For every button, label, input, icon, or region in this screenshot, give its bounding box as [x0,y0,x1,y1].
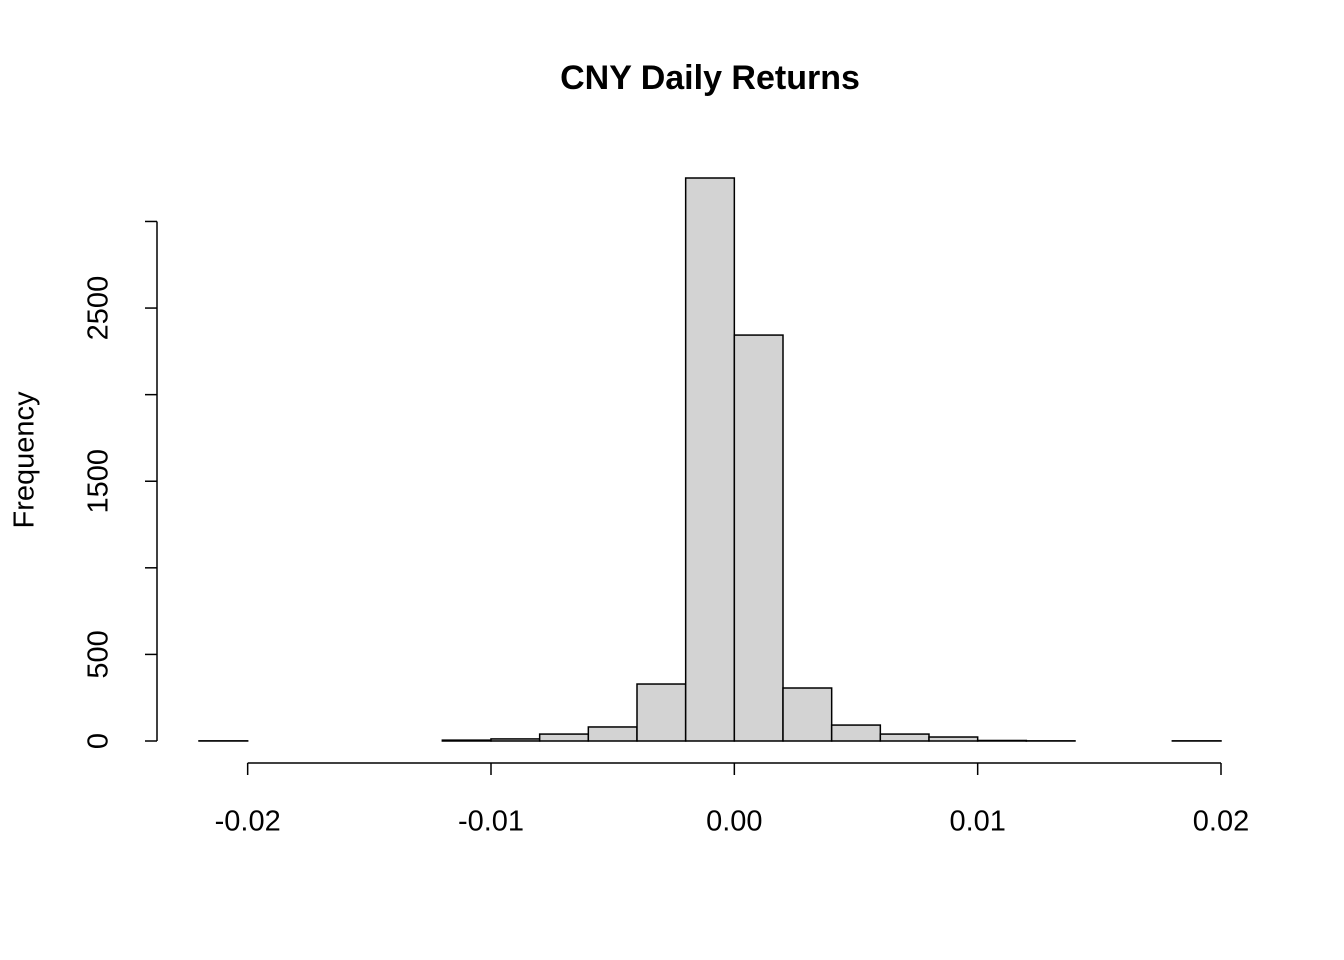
bar [636,683,687,742]
chart-title: CNY Daily Returns [560,59,860,97]
bar [976,739,1028,742]
y-tick-label: 500 [83,630,115,678]
y-tick-label: 1500 [83,449,115,514]
x-tick-label: 0.00 [706,806,762,838]
bar [733,334,784,742]
bar [928,736,979,742]
x-tick-label: -0.02 [215,806,281,838]
x-tick-label: 0.02 [1193,806,1249,838]
x-tick-label: 0.01 [949,806,1005,838]
bar [684,177,736,742]
bar [782,687,833,742]
y-tick-label: 0 [83,733,115,749]
y-tick-label: 2500 [83,276,115,341]
bar [490,738,541,742]
bar [587,726,638,742]
bar [538,733,590,742]
x-tick-label: -0.01 [458,806,524,838]
bar [879,733,930,742]
y-axis-label: Frequency [9,391,41,529]
bar [441,739,492,742]
bar [830,724,882,742]
